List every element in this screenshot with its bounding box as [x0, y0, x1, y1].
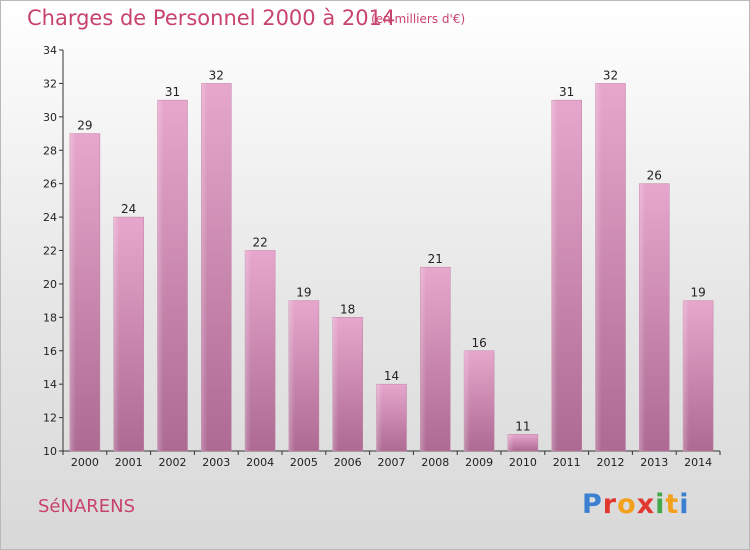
bar-highlight [595, 83, 602, 452]
bar-value-label: 16 [471, 336, 486, 350]
x-tick-label: 2004 [246, 456, 274, 469]
bar-value-label: 32 [209, 68, 224, 82]
x-tick-label: 2010 [509, 456, 537, 469]
x-tick-label: 2011 [553, 456, 581, 469]
bar-highlight [639, 183, 646, 451]
logo-letter: o [617, 489, 637, 520]
x-tick-label: 2012 [597, 456, 625, 469]
bar-value-label: 18 [340, 302, 355, 316]
y-tick-label: 32 [43, 77, 57, 90]
bar-value-label: 29 [77, 119, 92, 133]
logo-letter: P [582, 489, 603, 520]
x-tick-label: 2008 [421, 456, 449, 469]
x-tick-label: 2007 [378, 456, 406, 469]
bar-value-label: 14 [384, 369, 399, 383]
bar-value-label: 21 [428, 252, 443, 266]
bar-value-label: 32 [603, 68, 618, 82]
logo-letter: r [602, 489, 618, 520]
bar-value-label: 31 [165, 85, 180, 99]
y-tick-label: 20 [43, 278, 57, 291]
y-tick-label: 22 [43, 245, 57, 258]
x-tick-label: 2005 [290, 456, 318, 469]
bar-highlight [245, 250, 252, 451]
bar-highlight [376, 384, 383, 451]
x-tick-label: 2003 [202, 456, 230, 469]
y-tick-label: 16 [43, 345, 57, 358]
proxiti-logo: Proxiti [582, 489, 690, 520]
bar-highlight [683, 300, 690, 451]
chart-title: Charges de Personnel 2000 à 2014 [27, 6, 396, 30]
bar-highlight [420, 267, 427, 451]
bar-highlight [464, 350, 471, 451]
bar-highlight [288, 300, 295, 451]
y-tick-label: 14 [43, 378, 57, 391]
x-tick-label: 2013 [640, 456, 668, 469]
bar-value-label: 31 [559, 85, 574, 99]
logo-letter: x [636, 489, 656, 520]
bar-highlight [201, 83, 208, 452]
y-tick-label: 18 [43, 311, 57, 324]
y-tick-label: 30 [43, 111, 57, 124]
x-tick-label: 2000 [71, 456, 99, 469]
bar-value-label: 22 [252, 236, 267, 250]
commune-name: SéNARENS [38, 496, 136, 517]
y-tick-label: 28 [43, 144, 57, 157]
bar-value-label: 11 [515, 419, 530, 433]
bar-highlight [157, 100, 164, 451]
bar-value-label: 26 [647, 169, 662, 183]
bar-highlight [507, 434, 514, 451]
y-tick-label: 34 [43, 44, 57, 57]
bar-value-label: 19 [296, 286, 311, 300]
bar-highlight [551, 100, 558, 451]
x-tick-label: 2006 [334, 456, 362, 469]
chart-subtitle: (en milliers d'€) [371, 12, 466, 26]
x-tick-label: 2009 [465, 456, 493, 469]
x-tick-label: 2002 [159, 456, 187, 469]
bar-value-label: 24 [121, 202, 136, 216]
y-tick-label: 26 [43, 178, 57, 191]
y-tick-label: 24 [43, 211, 57, 224]
y-tick-label: 12 [43, 412, 57, 425]
logo-letter: t [665, 489, 680, 520]
bar-highlight [69, 133, 76, 451]
logo-letter: i [655, 489, 666, 520]
x-tick-label: 2014 [684, 456, 712, 469]
bar-value-label: 19 [690, 286, 705, 300]
bar-highlight [113, 217, 120, 451]
y-tick-label: 10 [43, 445, 57, 458]
bar-highlight [332, 317, 339, 451]
x-tick-label: 2001 [115, 456, 143, 469]
logo-letter: i [679, 489, 690, 520]
